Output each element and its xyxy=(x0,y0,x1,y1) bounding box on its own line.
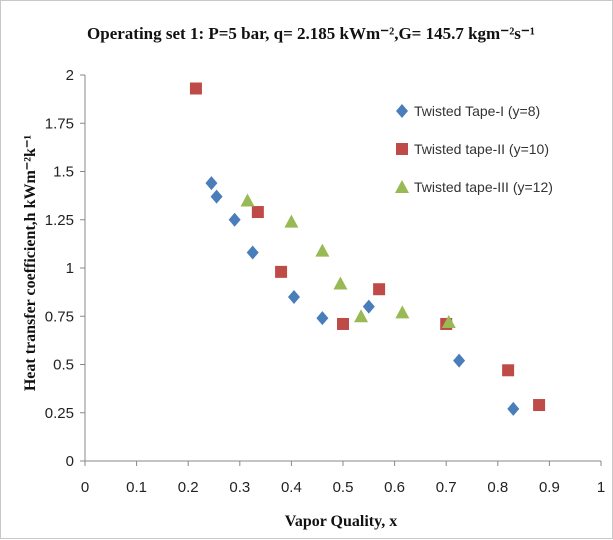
y-tick-label: 1.5 xyxy=(53,164,74,181)
legend-label: Twisted tape-III (y=12) xyxy=(414,179,553,195)
data-point-square xyxy=(275,265,288,278)
x-tick-label: 0.7 xyxy=(436,479,457,496)
legend-label: Twisted tape-II (y=10) xyxy=(414,141,549,157)
y-axis-title: Heat transfer coefficient,h kWm⁻²k⁻¹ xyxy=(22,135,39,392)
x-tick-label: 0.3 xyxy=(229,479,250,496)
data-point-diamond xyxy=(210,189,223,204)
legend-label: Twisted Tape-I (y=8) xyxy=(414,103,540,119)
x-tick-label: 0.5 xyxy=(333,479,354,496)
y-tick-label: 0.5 xyxy=(53,357,74,374)
y-tick-label: 1.25 xyxy=(45,212,74,229)
x-axis-title: Vapor Quality, x xyxy=(285,513,397,530)
data-point-square xyxy=(502,364,515,377)
y-tick-label: 1.75 xyxy=(45,115,74,132)
x-tick-label: 0.2 xyxy=(178,479,199,496)
y-tick-label: 0.75 xyxy=(45,308,74,325)
data-point-diamond xyxy=(507,401,520,416)
axes xyxy=(84,75,601,462)
data-point-square xyxy=(337,317,349,330)
data-points xyxy=(189,82,546,416)
data-point-triangle xyxy=(395,305,410,319)
x-tick-label: 0.9 xyxy=(539,479,560,496)
data-point-diamond xyxy=(228,212,241,227)
y-axis-ticks: 0 0.25 0.5 0.75 1 1.25 1.5 1.75 2 xyxy=(45,67,85,470)
data-point-triangle xyxy=(315,243,330,257)
x-tick-label: 1 xyxy=(597,479,605,496)
data-point-triangle xyxy=(333,276,348,290)
data-point-diamond xyxy=(246,245,259,260)
legend: Twisted Tape-I (y=8) Twisted tape-II (y=1… xyxy=(395,103,553,195)
data-point-square xyxy=(251,206,264,219)
x-tick-label: 0.8 xyxy=(487,479,508,496)
data-point-triangle xyxy=(240,193,255,207)
data-point-square xyxy=(189,82,202,95)
x-tick-label: 0 xyxy=(81,479,89,496)
chart-title: Operating set 1: P=5 bar, q= 2.185 kWm⁻²… xyxy=(87,24,535,43)
y-tick-label: 0.25 xyxy=(45,405,74,422)
data-point-diamond xyxy=(287,289,300,304)
x-axis-ticks: 0 0.1 0.2 0.3 0.4 0.5 0.6 0.7 0.8 0.9 1 xyxy=(81,461,605,496)
x-tick-label: 0.4 xyxy=(281,479,302,496)
data-point-diamond xyxy=(316,311,329,326)
y-tick-label: 1 xyxy=(66,260,74,277)
data-point-triangle xyxy=(284,214,299,228)
data-point-diamond xyxy=(362,299,375,314)
x-tick-label: 0.6 xyxy=(384,479,405,496)
data-point-diamond xyxy=(453,353,466,368)
y-tick-label: 0 xyxy=(66,453,74,470)
legend-marker-diamond xyxy=(396,104,408,118)
x-tick-label: 0.1 xyxy=(126,479,147,496)
y-tick-label: 2 xyxy=(66,67,74,84)
data-point-diamond xyxy=(205,176,218,191)
data-point-triangle xyxy=(354,309,369,323)
legend-marker-triangle xyxy=(395,180,409,193)
data-point-triangle xyxy=(441,315,456,329)
legend-marker-square xyxy=(396,143,408,155)
data-point-square xyxy=(533,399,546,412)
data-point-square xyxy=(373,283,386,296)
